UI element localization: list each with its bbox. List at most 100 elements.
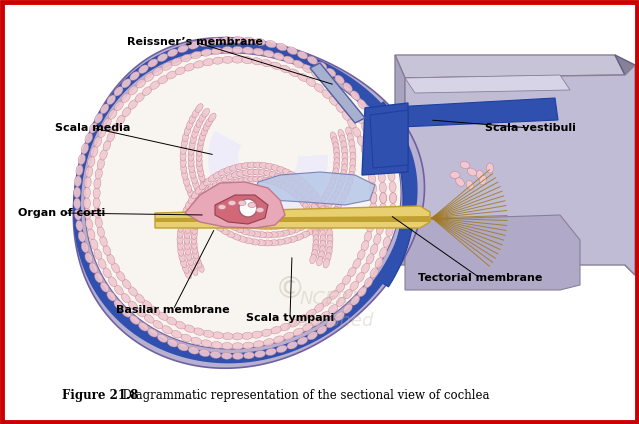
Ellipse shape	[376, 162, 383, 172]
Ellipse shape	[298, 73, 308, 81]
Ellipse shape	[332, 137, 338, 147]
Ellipse shape	[348, 171, 354, 181]
Ellipse shape	[285, 186, 294, 193]
Ellipse shape	[100, 282, 109, 292]
Ellipse shape	[78, 231, 86, 242]
Ellipse shape	[201, 126, 208, 136]
Ellipse shape	[222, 333, 233, 340]
Ellipse shape	[335, 75, 344, 84]
Ellipse shape	[353, 259, 361, 269]
Polygon shape	[370, 110, 408, 168]
Ellipse shape	[191, 234, 197, 244]
Ellipse shape	[319, 245, 325, 255]
Ellipse shape	[128, 100, 137, 109]
Ellipse shape	[197, 141, 203, 151]
Ellipse shape	[259, 162, 269, 169]
Ellipse shape	[107, 95, 116, 105]
Ellipse shape	[268, 224, 278, 230]
Ellipse shape	[201, 211, 209, 219]
Ellipse shape	[142, 301, 152, 309]
Polygon shape	[85, 53, 401, 349]
Ellipse shape	[356, 114, 364, 124]
Ellipse shape	[81, 143, 89, 154]
Ellipse shape	[114, 285, 123, 295]
Ellipse shape	[309, 199, 316, 208]
Ellipse shape	[380, 192, 387, 204]
Ellipse shape	[310, 254, 316, 264]
Text: Tectorial membrane: Tectorial membrane	[418, 273, 542, 283]
Ellipse shape	[286, 229, 295, 235]
Polygon shape	[73, 38, 424, 368]
Ellipse shape	[175, 67, 185, 75]
Ellipse shape	[294, 234, 304, 240]
Ellipse shape	[212, 341, 222, 349]
Ellipse shape	[167, 49, 178, 57]
Text: Scala media: Scala media	[56, 123, 131, 133]
Ellipse shape	[216, 186, 225, 193]
Ellipse shape	[100, 236, 107, 247]
Ellipse shape	[386, 159, 393, 170]
Ellipse shape	[121, 293, 130, 303]
Ellipse shape	[346, 178, 353, 187]
Ellipse shape	[128, 86, 137, 95]
Ellipse shape	[374, 151, 381, 162]
Ellipse shape	[325, 252, 331, 262]
Ellipse shape	[206, 195, 213, 204]
Ellipse shape	[322, 90, 332, 99]
Ellipse shape	[76, 165, 83, 176]
Ellipse shape	[383, 148, 390, 159]
Ellipse shape	[191, 239, 197, 249]
Polygon shape	[615, 55, 635, 275]
Ellipse shape	[242, 170, 252, 176]
Ellipse shape	[215, 214, 224, 221]
Ellipse shape	[197, 263, 204, 272]
Ellipse shape	[121, 308, 131, 317]
Ellipse shape	[264, 170, 273, 176]
Circle shape	[239, 199, 257, 217]
Ellipse shape	[192, 128, 198, 138]
Ellipse shape	[189, 145, 194, 155]
Ellipse shape	[184, 64, 195, 71]
Ellipse shape	[189, 139, 196, 150]
Ellipse shape	[190, 169, 196, 179]
Ellipse shape	[142, 86, 152, 95]
Ellipse shape	[217, 177, 226, 184]
Ellipse shape	[298, 178, 307, 186]
Ellipse shape	[321, 192, 329, 201]
Ellipse shape	[273, 223, 283, 229]
Ellipse shape	[130, 72, 139, 81]
Ellipse shape	[185, 269, 192, 279]
Ellipse shape	[273, 53, 284, 60]
Ellipse shape	[247, 162, 257, 168]
Polygon shape	[155, 206, 430, 228]
Ellipse shape	[327, 212, 335, 220]
Ellipse shape	[180, 157, 186, 167]
Ellipse shape	[293, 328, 304, 336]
Ellipse shape	[195, 185, 201, 195]
Ellipse shape	[233, 216, 242, 223]
Ellipse shape	[343, 97, 352, 106]
Ellipse shape	[317, 220, 325, 228]
Ellipse shape	[183, 132, 189, 142]
Ellipse shape	[296, 195, 305, 204]
Ellipse shape	[185, 245, 191, 255]
Ellipse shape	[254, 39, 265, 45]
Ellipse shape	[194, 254, 200, 263]
Ellipse shape	[263, 224, 273, 230]
Ellipse shape	[324, 187, 332, 197]
Ellipse shape	[203, 122, 210, 131]
Ellipse shape	[186, 218, 192, 228]
Ellipse shape	[222, 47, 233, 53]
Ellipse shape	[111, 263, 119, 273]
Ellipse shape	[204, 187, 212, 196]
Ellipse shape	[192, 109, 199, 118]
Ellipse shape	[307, 218, 316, 225]
Ellipse shape	[344, 184, 351, 193]
Ellipse shape	[213, 171, 222, 179]
Ellipse shape	[245, 230, 255, 236]
Ellipse shape	[350, 145, 356, 156]
Ellipse shape	[320, 240, 326, 250]
Ellipse shape	[95, 217, 102, 228]
Ellipse shape	[200, 196, 208, 205]
Ellipse shape	[178, 246, 184, 256]
